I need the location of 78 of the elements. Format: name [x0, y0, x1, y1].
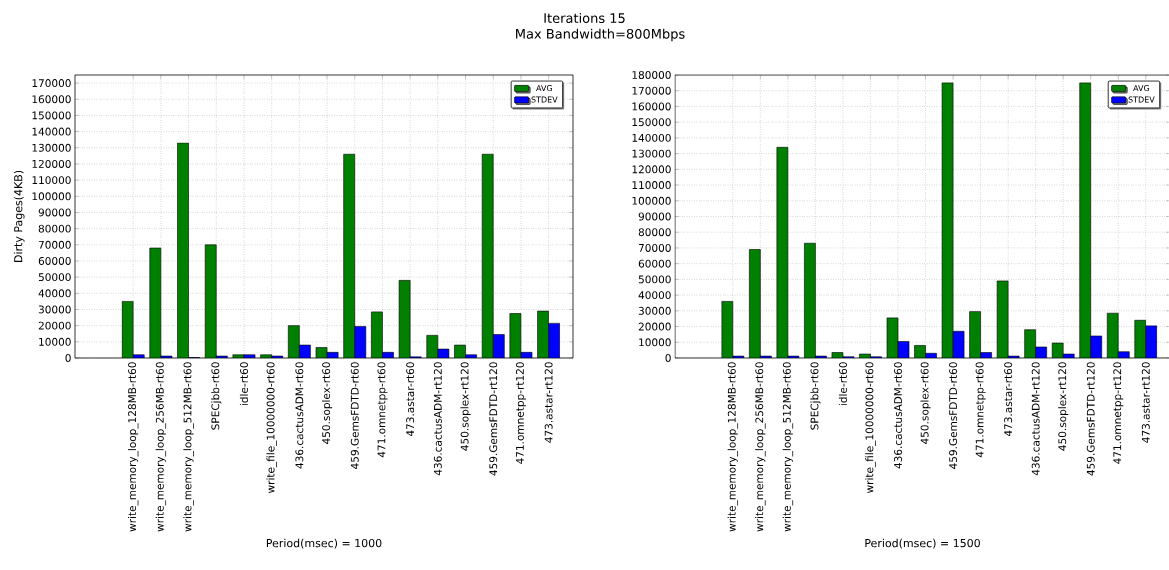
y-tick-label: 130000: [32, 143, 71, 152]
x-tick-label: idle-rt60: [239, 362, 249, 406]
y-tick-label: 70000: [638, 243, 671, 252]
y-tick-label: 150000: [32, 111, 71, 120]
y-tick-label: 160000: [632, 102, 671, 111]
x-tick-label: write_file_10000000-rt60: [266, 362, 277, 494]
y-tick-label: 140000: [32, 127, 71, 136]
y-tick-label: 170000: [632, 86, 671, 95]
x-tick-label: write_memory_loop_256MB-rt60: [755, 362, 766, 532]
x-tick-label: SPECjbb-rt60: [211, 362, 222, 430]
x-tick-label: idle-rt60: [838, 362, 847, 406]
chart-title: Iterations 15: [544, 12, 625, 24]
x-tick-label: 450.soplex-rt60: [321, 362, 333, 444]
y-tick-label: 110000: [32, 176, 71, 185]
x-tick-label: write_memory_loop_128MB-rt60: [127, 362, 139, 532]
y-tick-label: 40000: [38, 289, 71, 298]
x-tick-label: SPECjbb-rt60: [810, 362, 821, 430]
x-tick-label: 436.cactusADM-rt120: [433, 362, 442, 476]
x-tick-label: 459.GemsFDTD-rt120: [1086, 362, 1095, 476]
x-tick-label: write_memory_loop_128MB-rt60: [727, 362, 739, 532]
x-axis-title: Period(msec) = 1500: [865, 538, 980, 549]
y-tick-label: 0: [65, 354, 71, 362]
y-tick-label: 170000: [32, 79, 71, 88]
y-tick-label: 80000: [38, 224, 71, 233]
y-tick-label: 140000: [632, 133, 671, 142]
x-tick-label: 473.astar-rt120: [1141, 362, 1150, 443]
text: Max Bandwidth=800Mbps: [516, 28, 685, 42]
x-tick-label: write_memory_loop_256MB-rt60: [155, 362, 167, 532]
legend-label: STDEV: [531, 96, 558, 103]
x-tick-label: 459.GemsFDTD-rt60: [949, 362, 958, 469]
y-tick-label: 100000: [632, 196, 671, 205]
x-tick-label: 471.omnetpp-rt60: [377, 362, 388, 458]
y-tick-label: 120000: [32, 159, 71, 168]
y-tick-label: 60000: [638, 259, 671, 268]
y-axis-title: Dirty Pages(4KB): [13, 170, 25, 262]
y-tick-label: 150000: [632, 118, 671, 127]
y-tick-label: 100000: [32, 192, 71, 201]
x-tick-label: 459.GemsFDTD-rt60: [350, 362, 359, 469]
y-tick-label: 10000: [639, 338, 671, 347]
x-tick-label: 459.GemsFDTD-rt120: [489, 362, 498, 476]
x-tick-label: 450.soplex-rt60: [920, 362, 931, 444]
y-tick-label: 160000: [32, 95, 71, 104]
y-tick-label: 50000: [638, 275, 671, 284]
x-tick-label: 436.cactusADM-rt120: [1031, 362, 1040, 476]
y-tick-label: 90000: [638, 212, 671, 221]
x-tick-label: 473.astar-rt60: [406, 362, 415, 437]
legend-label: AVG: [1133, 85, 1150, 92]
y-tick-label: 80000: [638, 228, 671, 237]
y-tick-label: 70000: [38, 240, 71, 249]
legend-label: AVG: [536, 85, 552, 92]
x-tick-label: 436.cactusADM-rt60: [295, 362, 304, 469]
x-tick-label: write_memory_loop_512MB-rt60: [782, 362, 794, 532]
x-tick-label: 450.soplex-rt120: [1058, 362, 1069, 451]
y-tick-label: 60000: [38, 257, 71, 265]
y-tick-label: 90000: [38, 208, 71, 217]
y-tick-label: 20000: [638, 322, 671, 331]
legend-label: STDEV: [1128, 96, 1155, 103]
x-tick-label: 471.omnetpp-rt60: [975, 362, 986, 458]
x-tick-label: 450.soplex-rt120: [460, 362, 471, 451]
x-tick-label: write_file_10000000-rt60: [865, 362, 876, 494]
y-tick-label: 130000: [632, 149, 671, 158]
y-tick-label: 110000: [632, 181, 671, 190]
y-tick-label: 30000: [38, 305, 71, 314]
x-tick-label: 473.astar-rt120: [544, 362, 553, 443]
y-tick-label: 0: [665, 354, 671, 362]
y-tick-label: 50000: [38, 273, 71, 282]
y-tick-label: 10000: [39, 337, 71, 346]
x-tick-label: write_memory_loop_512MB-rt60: [183, 362, 194, 532]
y-tick-label: 20000: [38, 321, 71, 330]
x-axis-title: Period(msec) = 1000: [266, 538, 382, 549]
x-tick-label: 473.astar-rt60: [1004, 362, 1013, 437]
y-tick-label: 120000: [632, 165, 671, 174]
y-tick-label: 30000: [638, 306, 671, 315]
x-tick-label: 436.cactusADM-rt60: [894, 362, 902, 469]
x-tick-label: 471.omnetpp-rt120: [515, 362, 526, 464]
y-tick-label: 40000: [638, 291, 671, 300]
y-tick-label: 180000: [632, 71, 671, 79]
x-tick-label: 471.omnetpp-rt120: [1113, 362, 1124, 464]
